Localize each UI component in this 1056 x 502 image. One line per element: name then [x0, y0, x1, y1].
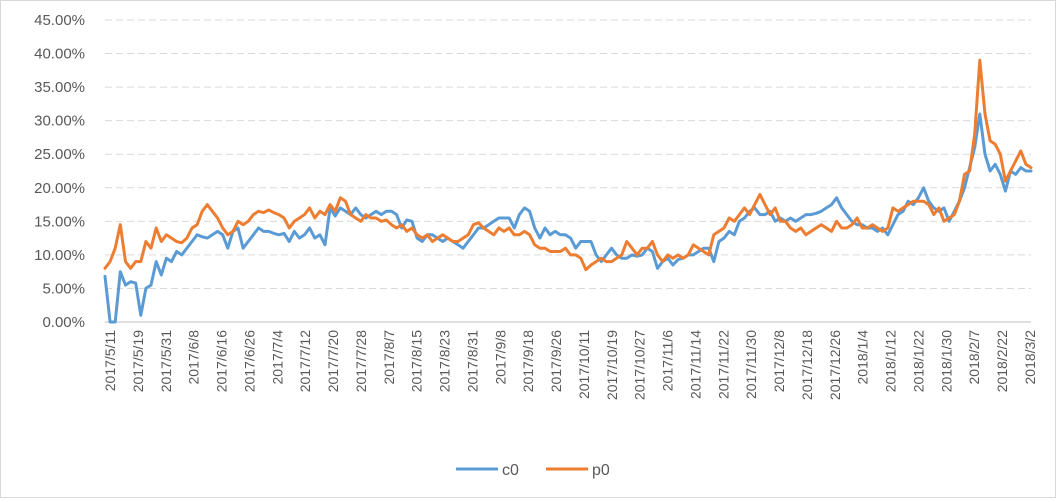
x-tick-label: 2018/1/12 — [883, 330, 899, 392]
series-line-p0 — [103, 58, 1033, 272]
x-tick-label: 2017/7/28 — [353, 330, 369, 392]
series-lines — [103, 58, 1033, 324]
x-tick-label: 2017/7/20 — [325, 330, 341, 392]
x-tick-label: 2018/3/2 — [1022, 330, 1038, 385]
x-tick-label: 2017/12/8 — [771, 330, 787, 392]
x-tick-label: 2017/10/19 — [604, 330, 620, 400]
x-tick-label: 2018/1/4 — [855, 330, 871, 385]
x-tick-label: 2017/5/19 — [130, 330, 146, 392]
gridlines — [105, 19, 1031, 289]
y-tick-label: 5.00% — [42, 280, 85, 297]
x-tick-label: 2017/8/31 — [464, 330, 480, 392]
legend: c0 p0 — [456, 462, 610, 479]
x-tick-label: 2017/12/18 — [799, 330, 815, 400]
x-tick-label: 2017/6/26 — [241, 330, 257, 392]
x-tick-label: 2017/7/4 — [269, 330, 285, 385]
x-tick-label: 2017/9/18 — [520, 330, 536, 392]
y-tick-label: 0.00% — [42, 314, 85, 331]
y-tick-label: 45.00% — [34, 12, 85, 29]
x-tick-label: 2017/6/8 — [186, 330, 202, 385]
x-tick-label: 2017/9/26 — [548, 330, 564, 392]
x-tick-label: 2017/9/8 — [492, 330, 508, 385]
x-tick-label: 2017/8/23 — [437, 330, 453, 392]
x-tick-label: 2017/11/14 — [687, 330, 703, 399]
x-tick-label: 2017/6/16 — [214, 330, 230, 392]
x-tick-label: 2017/11/6 — [660, 330, 676, 391]
y-tick-label: 35.00% — [34, 79, 85, 96]
y-axis-tick-labels: 0.00% 5.00% 10.00% 15.00% 20.00% 25.00% 30.00%… — [34, 12, 85, 331]
series-line-c0 — [103, 112, 1033, 324]
y-tick-label: 10.00% — [34, 247, 85, 264]
x-tick-label: 2017/5/31 — [158, 330, 174, 392]
x-tick-label: 2017/10/27 — [632, 330, 648, 400]
y-tick-label: 25.00% — [34, 146, 85, 163]
x-tick-label: 2018/2/22 — [994, 330, 1010, 392]
x-tick-label: 2017/8/15 — [409, 330, 425, 392]
x-tick-label: 2017/7/12 — [297, 330, 313, 392]
x-tick-label: 2017/5/11 — [102, 330, 118, 391]
x-tick-label: 2017/10/11 — [576, 330, 592, 399]
legend-label-p0: p0 — [592, 462, 610, 479]
x-tick-label: 2018/1/30 — [938, 330, 954, 392]
legend-label-c0: c0 — [502, 462, 519, 479]
y-tick-label: 20.00% — [34, 180, 85, 197]
y-tick-label: 30.00% — [34, 113, 85, 130]
x-tick-label: 2018/1/22 — [910, 330, 926, 392]
x-tick-label: 2017/11/30 — [743, 330, 759, 399]
y-tick-label: 15.00% — [34, 213, 85, 230]
x-tick-label: 2017/8/7 — [381, 330, 397, 385]
x-tick-label: 2018/2/7 — [966, 330, 982, 385]
x-tick-label: 2017/11/22 — [715, 330, 731, 399]
x-axis-tick-labels: 2017/5/11 2017/5/19 2017/5/31 2017/6/8 2017/… — [102, 330, 1038, 400]
x-tick-label: 2017/12/26 — [827, 330, 843, 400]
y-tick-label: 40.00% — [34, 46, 85, 63]
